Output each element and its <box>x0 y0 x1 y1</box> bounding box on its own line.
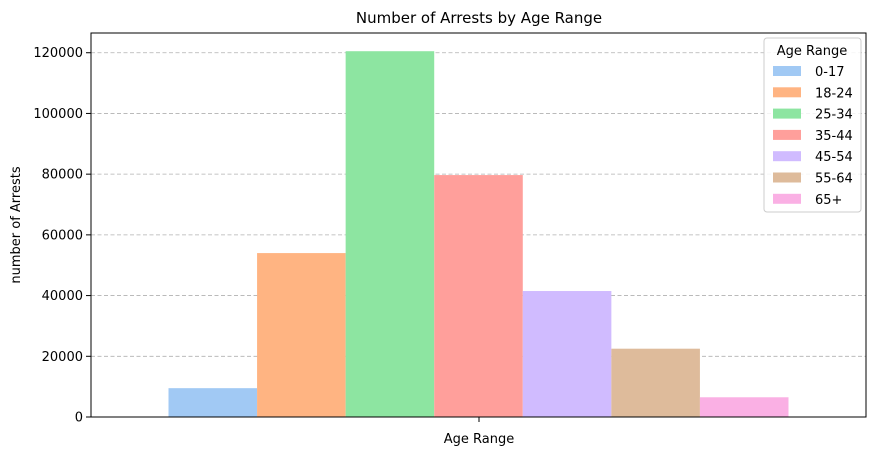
y-tick-label: 100000 <box>33 107 83 122</box>
y-tick-label: 60000 <box>42 228 83 243</box>
y-tick-label: 80000 <box>42 168 83 183</box>
bar-55-64 <box>611 348 700 417</box>
legend-items: 0-17 18-24 25-34 35-44 45-54 55-64 65+ <box>773 65 853 208</box>
y-tick-label: 120000 <box>33 46 83 61</box>
legend-swatch <box>773 87 801 98</box>
legend-box <box>763 37 862 213</box>
legend-label: 55-64 <box>815 172 853 187</box>
y-axis-label: number of Arrests <box>9 166 24 283</box>
y-tick-label: 40000 <box>42 289 83 304</box>
legend-swatch <box>773 108 801 119</box>
chart-title: Number of Arrests by Age Range <box>356 9 602 27</box>
legend-title: Age Range <box>777 44 847 59</box>
bar-45-54 <box>522 291 612 417</box>
legend-swatch <box>773 193 801 204</box>
legend-label: 65+ <box>815 193 842 208</box>
legend-label: 18-24 <box>815 86 853 101</box>
bar-35-44 <box>434 175 523 417</box>
legend-label: 0-17 <box>815 65 845 80</box>
legend-swatch <box>773 151 801 162</box>
bar-65plus <box>699 397 789 417</box>
bar-25-34 <box>345 51 435 417</box>
legend-swatch <box>773 66 801 76</box>
y-tick-label: 20000 <box>42 350 83 365</box>
legend: Age Range 0-17 18-24 25-34 35-44 45-54 55-64 6… <box>763 37 862 213</box>
bars <box>168 51 789 417</box>
bar-0-17 <box>168 388 258 417</box>
x-axis-label: Age Range <box>444 432 514 447</box>
legend-swatch <box>773 172 801 183</box>
legend-label: 45-54 <box>815 150 853 165</box>
bar-18-24 <box>257 253 346 417</box>
y-axis-ticks: 0 20000 40000 60000 80000 100000 120000 <box>33 46 91 426</box>
legend-label: 25-34 <box>815 108 853 123</box>
legend-swatch <box>773 129 801 140</box>
legend-label: 35-44 <box>815 129 853 144</box>
y-tick-label: 0 <box>75 411 83 426</box>
